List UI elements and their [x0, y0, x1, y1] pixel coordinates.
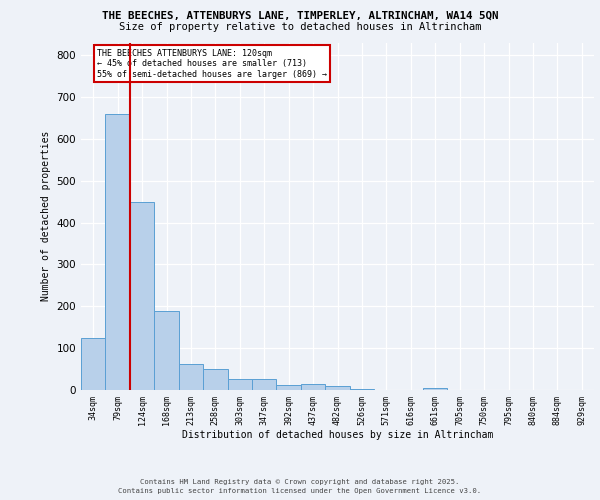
- Y-axis label: Number of detached properties: Number of detached properties: [41, 131, 51, 302]
- Bar: [252, 378, 277, 390]
- Bar: [227, 378, 252, 390]
- Bar: [81, 338, 106, 390]
- Bar: [154, 312, 179, 390]
- Bar: [325, 386, 350, 390]
- Text: THE BEECHES ATTENBURYS LANE: 120sqm
← 45% of detached houses are smaller (713)
5: THE BEECHES ATTENBURYS LANE: 120sqm ← 45…: [97, 49, 327, 78]
- Bar: [106, 114, 130, 390]
- Text: Contains public sector information licensed under the Open Government Licence v3: Contains public sector information licen…: [118, 488, 482, 494]
- Bar: [423, 388, 448, 390]
- Text: THE BEECHES, ATTENBURYS LANE, TIMPERLEY, ALTRINCHAM, WA14 5QN: THE BEECHES, ATTENBURYS LANE, TIMPERLEY,…: [102, 11, 498, 21]
- Bar: [179, 364, 203, 390]
- Bar: [301, 384, 325, 390]
- Bar: [203, 369, 227, 390]
- Text: Size of property relative to detached houses in Altrincham: Size of property relative to detached ho…: [119, 22, 481, 32]
- Bar: [130, 202, 154, 390]
- X-axis label: Distribution of detached houses by size in Altrincham: Distribution of detached houses by size …: [182, 430, 493, 440]
- Text: Contains HM Land Registry data © Crown copyright and database right 2025.: Contains HM Land Registry data © Crown c…: [140, 479, 460, 485]
- Bar: [277, 384, 301, 390]
- Bar: [350, 389, 374, 390]
